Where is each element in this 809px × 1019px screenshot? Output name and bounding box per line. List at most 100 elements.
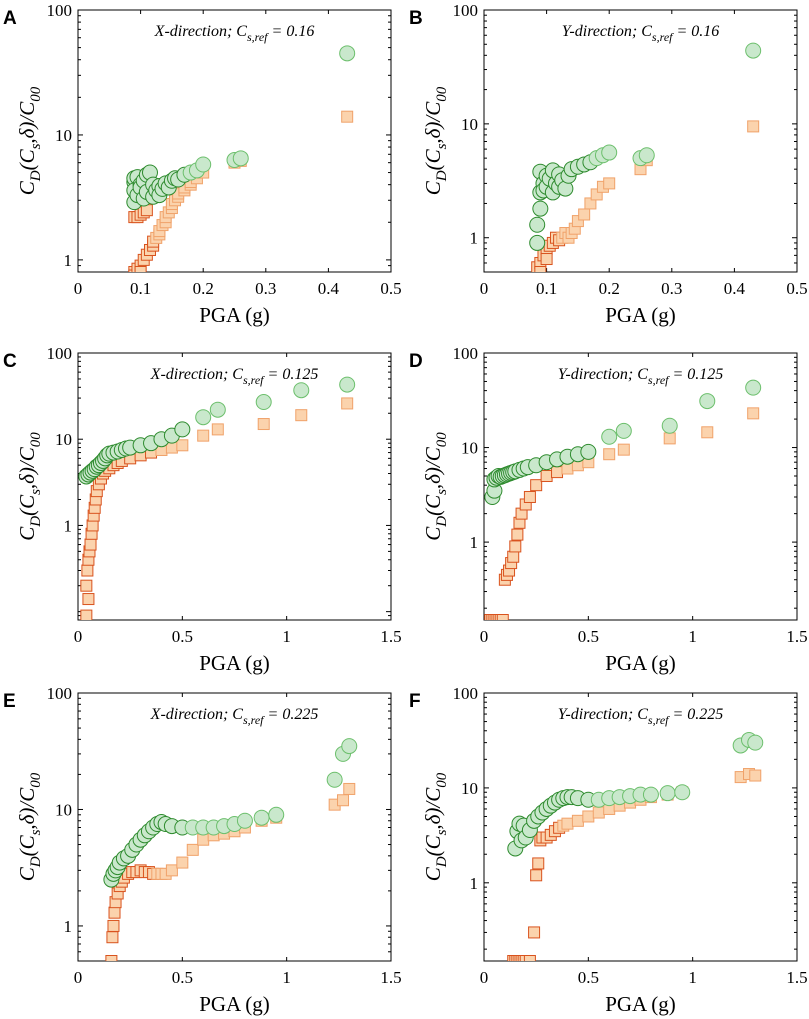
x-tick-label: 1.5 — [380, 968, 401, 987]
square-point — [341, 110, 354, 123]
square-point — [578, 208, 591, 221]
square-point — [80, 609, 93, 620]
square-point — [532, 857, 545, 870]
square-point — [176, 439, 189, 452]
y-tick-label: 10 — [55, 126, 72, 145]
circle-point — [699, 393, 716, 410]
square-point — [507, 550, 520, 563]
circle-point — [209, 401, 226, 418]
square-point — [561, 817, 574, 830]
x-axis-label: PGA (g) — [199, 303, 270, 327]
square-point — [106, 931, 119, 944]
x-axis-label: PGA (g) — [605, 651, 676, 675]
y-tick-label: 100 — [47, 344, 73, 363]
y-tick-label: 10 — [55, 800, 72, 819]
square-point — [82, 593, 95, 606]
x-tick-label: 0.4 — [724, 279, 746, 298]
square-point — [534, 266, 547, 272]
y-tick-label: 100 — [453, 684, 479, 703]
square-point — [108, 906, 121, 919]
square-point — [165, 864, 178, 877]
plot-area — [507, 731, 764, 961]
x-tick-label: 0.1 — [536, 279, 557, 298]
y-axis-label: CD(Cs,δ)/C00 — [421, 772, 450, 881]
circle-point — [339, 45, 356, 62]
panel-A: A 0 0.1 0.2 0.3 0.4 0.5 1 10 100 PGA (g) CD(Cs,δ)/C… — [3, 1, 402, 327]
x-tick-label: 1.5 — [380, 627, 401, 646]
x-tick-label: 0.5 — [578, 627, 599, 646]
x-axis-label: PGA (g) — [605, 303, 676, 327]
square-point — [528, 926, 541, 939]
circle-point — [615, 422, 632, 439]
square-point — [747, 120, 760, 133]
x-tick-label: 0.3 — [255, 279, 276, 298]
y-tick-label: 100 — [47, 1, 73, 20]
square-point — [592, 806, 605, 819]
x-tick-label: 1.5 — [786, 627, 807, 646]
panel-annotation: Y-direction; Cs,ref = 0.225 — [558, 706, 724, 727]
square-point — [747, 407, 760, 420]
square-point — [211, 423, 224, 436]
circle-point — [529, 216, 546, 233]
square-point — [496, 614, 509, 620]
axes-box — [483, 692, 798, 962]
square-point — [81, 564, 94, 577]
square-point — [701, 426, 714, 439]
square-point — [186, 843, 199, 856]
circle-point — [236, 812, 253, 829]
panel-label: E — [3, 691, 16, 712]
circle-point — [674, 784, 691, 801]
panel-annotation: X-direction; Cs,ref = 0.125 — [150, 366, 319, 387]
x-tick-label: 1 — [688, 627, 697, 646]
y-tick-label: 1 — [64, 251, 73, 270]
square-point — [582, 810, 595, 823]
square-point — [134, 266, 147, 272]
y-axis-label: CD(Cs,δ)/C00 — [15, 772, 44, 881]
x-axis-label: PGA (g) — [199, 651, 270, 675]
panel-B: B 0 0.1 0.2 0.3 0.4 0.5 1 10 100 PGA (g) CD(Cs,δ)/C… — [409, 1, 808, 327]
square-point — [197, 429, 210, 442]
plot-area — [103, 738, 358, 961]
x-tick-label: 0 — [480, 279, 489, 298]
circle-point — [659, 785, 676, 802]
x-tick-label: 1.5 — [786, 968, 807, 987]
y-tick-label: 100 — [47, 684, 73, 703]
square-point — [107, 919, 120, 932]
circle-point — [745, 42, 762, 59]
square-point — [511, 528, 524, 541]
panel-annotation: Y-direction; Cs,ref = 0.16 — [562, 23, 720, 44]
square-point — [80, 579, 93, 592]
square-point — [176, 856, 189, 869]
x-tick-label: 0.2 — [193, 279, 214, 298]
y-tick-label: 1 — [470, 874, 479, 893]
panel-annotation: X-direction; Cs,ref = 0.16 — [154, 23, 315, 44]
x-tick-label: 0.5 — [172, 968, 193, 987]
x-tick-label: 0.5 — [786, 279, 807, 298]
x-tick-label: 0 — [480, 627, 489, 646]
square-point — [603, 448, 616, 461]
x-tick-label: 0.5 — [380, 279, 401, 298]
x-tick-label: 0.5 — [578, 968, 599, 987]
y-tick-label: 100 — [453, 344, 479, 363]
square-point — [540, 470, 553, 483]
circle-point — [195, 156, 212, 173]
x-tick-label: 0.4 — [318, 279, 340, 298]
y-axis-label: CD(Cs,δ)/C00 — [421, 86, 450, 195]
y-axis-label: CD(Cs,δ)/C00 — [15, 86, 44, 195]
x-tick-label: 0.5 — [172, 627, 193, 646]
x-tick-label: 1 — [282, 968, 291, 987]
square-point — [197, 833, 210, 846]
x-tick-label: 0.3 — [661, 279, 682, 298]
circle-point — [293, 382, 310, 399]
circle-point — [232, 150, 249, 167]
square-point — [341, 397, 354, 410]
panel-D: D 0 0.5 1 1.5 1 10 100 PGA (g) CD(Cs,δ)/C00 Y-dire… — [409, 344, 808, 675]
panel-label: F — [409, 691, 421, 712]
panel-label: C — [3, 351, 17, 372]
panel-label: D — [409, 351, 423, 372]
y-tick-label: 10 — [461, 439, 478, 458]
y-tick-label: 10 — [55, 430, 72, 449]
x-tick-label: 0 — [480, 968, 489, 987]
y-axis-label: CD(Cs,δ)/C00 — [15, 432, 44, 541]
